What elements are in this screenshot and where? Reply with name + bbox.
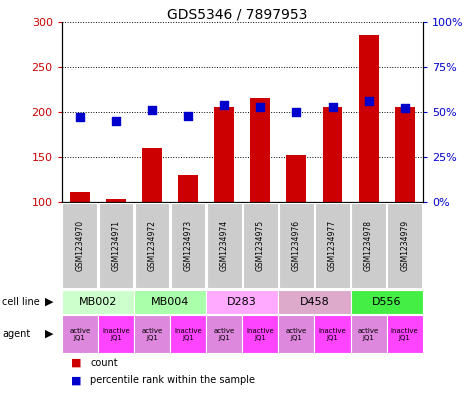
FancyBboxPatch shape bbox=[314, 315, 351, 353]
Text: inactive
JQ1: inactive JQ1 bbox=[391, 327, 418, 341]
Text: GSM1234977: GSM1234977 bbox=[328, 220, 337, 271]
Text: D458: D458 bbox=[300, 297, 329, 307]
FancyBboxPatch shape bbox=[243, 203, 277, 288]
FancyBboxPatch shape bbox=[134, 290, 206, 314]
Bar bbox=[142, 148, 162, 202]
FancyBboxPatch shape bbox=[134, 315, 170, 353]
Point bbox=[256, 103, 264, 110]
Text: D283: D283 bbox=[228, 297, 257, 307]
FancyBboxPatch shape bbox=[279, 203, 314, 288]
FancyBboxPatch shape bbox=[387, 315, 423, 353]
Text: percentile rank within the sample: percentile rank within the sample bbox=[90, 375, 255, 385]
Point bbox=[76, 114, 84, 121]
Point bbox=[401, 105, 408, 112]
FancyBboxPatch shape bbox=[135, 203, 169, 288]
Bar bbox=[286, 155, 306, 202]
FancyBboxPatch shape bbox=[63, 203, 97, 288]
Point bbox=[148, 107, 156, 113]
FancyBboxPatch shape bbox=[242, 315, 278, 353]
Text: active
JQ1: active JQ1 bbox=[358, 327, 379, 341]
Point bbox=[293, 109, 300, 115]
Point bbox=[184, 112, 192, 119]
Text: count: count bbox=[90, 358, 118, 367]
FancyBboxPatch shape bbox=[315, 203, 350, 288]
Text: GDS5346 / 7897953: GDS5346 / 7897953 bbox=[167, 8, 308, 22]
FancyBboxPatch shape bbox=[351, 315, 387, 353]
Text: agent: agent bbox=[2, 329, 30, 339]
Point bbox=[365, 98, 372, 104]
Text: active
JQ1: active JQ1 bbox=[69, 327, 90, 341]
Bar bbox=[214, 107, 234, 202]
Text: inactive
JQ1: inactive JQ1 bbox=[247, 327, 274, 341]
FancyBboxPatch shape bbox=[98, 315, 134, 353]
FancyBboxPatch shape bbox=[170, 315, 206, 353]
Text: cell line: cell line bbox=[2, 297, 40, 307]
Text: GSM1234975: GSM1234975 bbox=[256, 220, 265, 271]
Text: GSM1234971: GSM1234971 bbox=[112, 220, 120, 271]
Text: D556: D556 bbox=[372, 297, 401, 307]
FancyBboxPatch shape bbox=[206, 315, 242, 353]
Text: inactive
JQ1: inactive JQ1 bbox=[319, 327, 346, 341]
Bar bbox=[70, 191, 90, 202]
Text: MB002: MB002 bbox=[79, 297, 117, 307]
Bar bbox=[323, 107, 342, 202]
Text: inactive
JQ1: inactive JQ1 bbox=[102, 327, 130, 341]
Text: GSM1234978: GSM1234978 bbox=[364, 220, 373, 271]
Point bbox=[220, 102, 228, 108]
FancyBboxPatch shape bbox=[352, 203, 386, 288]
Text: active
JQ1: active JQ1 bbox=[214, 327, 235, 341]
Bar bbox=[178, 175, 198, 202]
Text: GSM1234976: GSM1234976 bbox=[292, 220, 301, 271]
FancyBboxPatch shape bbox=[62, 315, 98, 353]
FancyBboxPatch shape bbox=[351, 290, 423, 314]
FancyBboxPatch shape bbox=[278, 315, 314, 353]
FancyBboxPatch shape bbox=[171, 203, 205, 288]
FancyBboxPatch shape bbox=[62, 290, 134, 314]
Bar bbox=[106, 199, 126, 202]
Text: ▶: ▶ bbox=[45, 297, 54, 307]
FancyBboxPatch shape bbox=[206, 290, 278, 314]
FancyBboxPatch shape bbox=[207, 203, 241, 288]
Bar bbox=[395, 107, 415, 202]
Text: GSM1234974: GSM1234974 bbox=[220, 220, 228, 271]
FancyBboxPatch shape bbox=[99, 203, 133, 288]
Bar bbox=[359, 35, 379, 202]
Text: ■: ■ bbox=[71, 375, 82, 385]
Text: GSM1234970: GSM1234970 bbox=[76, 220, 84, 271]
Point bbox=[112, 118, 120, 124]
Text: ■: ■ bbox=[71, 358, 82, 367]
Text: inactive
JQ1: inactive JQ1 bbox=[174, 327, 202, 341]
Text: MB004: MB004 bbox=[151, 297, 189, 307]
Text: active
JQ1: active JQ1 bbox=[286, 327, 307, 341]
Text: GSM1234972: GSM1234972 bbox=[148, 220, 156, 271]
FancyBboxPatch shape bbox=[388, 203, 422, 288]
Text: active
JQ1: active JQ1 bbox=[142, 327, 162, 341]
FancyBboxPatch shape bbox=[278, 290, 351, 314]
Point bbox=[329, 103, 336, 110]
Text: ▶: ▶ bbox=[45, 329, 54, 339]
Text: GSM1234979: GSM1234979 bbox=[400, 220, 409, 271]
Bar bbox=[250, 98, 270, 202]
Text: GSM1234973: GSM1234973 bbox=[184, 220, 192, 271]
